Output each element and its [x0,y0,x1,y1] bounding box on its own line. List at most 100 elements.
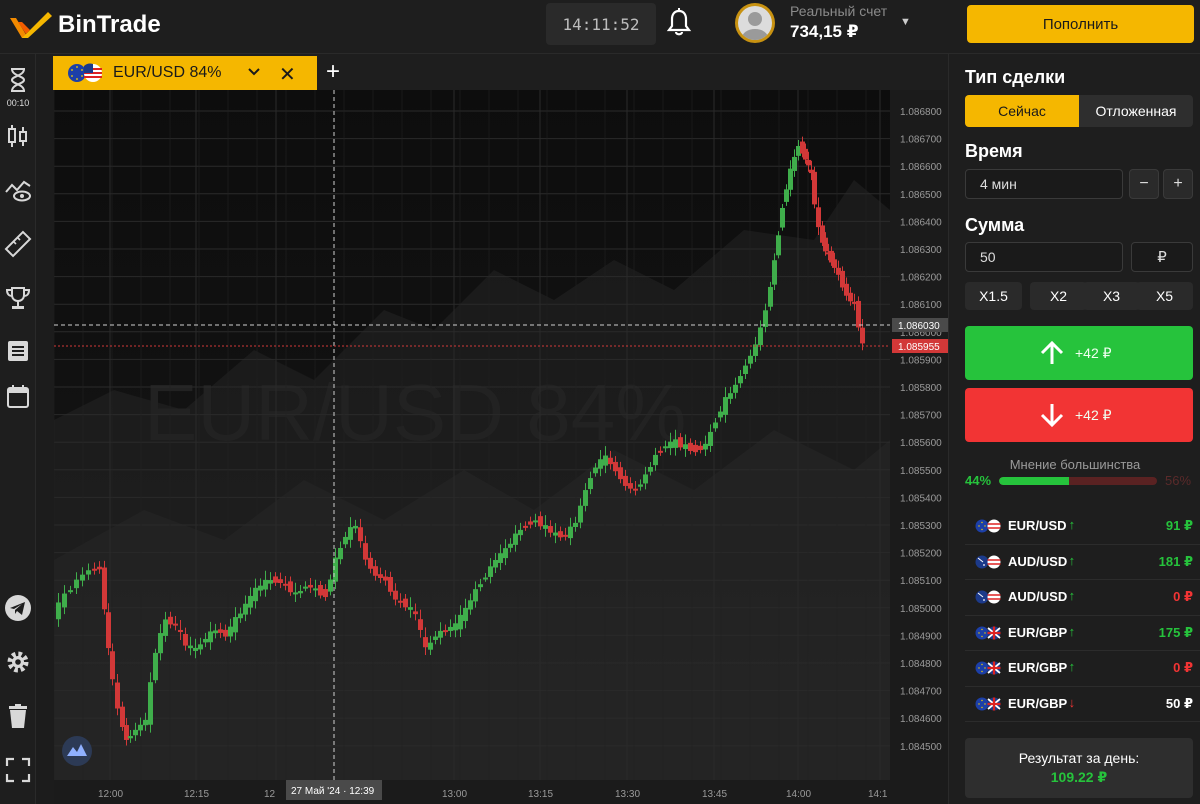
candle-body [183,634,188,646]
chevron-down-icon[interactable] [247,63,261,81]
trade-pair: EUR/GBP [1008,695,1068,711]
candle-body [658,450,663,453]
candle-body [513,533,518,545]
close-tab-icon[interactable]: ✕ [279,64,296,86]
candle-body [603,455,608,466]
indicator-eye-icon[interactable] [4,176,32,204]
trade-result: 50 ₽ [1165,695,1193,711]
trade-result: 181 ₽ [1158,553,1193,569]
candles [56,136,865,746]
candle-body [74,579,79,589]
candle-body [738,376,743,384]
mode-now-tab[interactable]: Сейчас [965,95,1079,127]
candle-body [548,526,553,533]
candle-body [188,645,193,649]
candle-body [393,590,398,600]
calendar-icon[interactable] [4,382,32,410]
candles-icon[interactable] [4,122,32,150]
candle-body [258,585,263,591]
currency-button[interactable]: ₽ [1131,242,1193,272]
account-type-label[interactable]: Реальный счет [790,3,888,19]
candle-body [173,623,178,626]
asset-tab[interactable]: EUR/USD 84% ✕ [53,56,317,90]
candle-body [826,252,831,255]
hourglass-icon[interactable] [4,66,32,94]
candle-body [840,270,845,288]
current-price-label: 1.085955 [898,342,940,353]
candle-body [403,598,408,608]
candle-body [233,617,238,633]
multiplier-x2-button[interactable]: X2 [1030,282,1087,310]
trade-row[interactable]: EUR/USD ↑ 91 ₽ [965,509,1200,545]
chart-logo-icon[interactable] [62,736,92,766]
gear-icon[interactable] [4,648,32,676]
duration-plus-button[interactable]: + [1163,169,1193,199]
list-icon[interactable] [4,337,32,365]
trade-row[interactable]: AUD/USD ↑ 181 ₽ [965,545,1200,580]
ruler-icon[interactable] [4,230,32,258]
candle-body [193,647,198,651]
majority-up-percent: 44% [965,473,992,488]
price-tick-label: 1.085900 [900,355,942,366]
left-sidebar: 00:10 [0,54,36,804]
multiplier-x1-5-button[interactable]: X1.5 [965,282,1022,310]
candle-body [483,577,488,580]
candle-body [703,443,708,450]
bell-icon[interactable] [666,8,692,38]
candle-body [238,613,243,619]
candle-body [133,729,138,736]
candle-body [398,600,403,603]
trade-row[interactable]: EUR/GBP ↓ 50 ₽ [965,687,1200,722]
caret-down-icon[interactable]: ▼ [900,16,911,28]
mode-pending-tab[interactable]: Отложенная [1095,103,1177,119]
account-balance[interactable]: 734,15 ₽ [790,22,859,41]
trade-row[interactable]: EUR/GBP ↑ 0 ₽ [965,651,1200,687]
candle-body [253,587,258,602]
candle-body [378,574,383,578]
trade-row[interactable]: AUD/USD ↑ 0 ₽ [965,580,1200,616]
price-tick-label: 1.086100 [900,300,942,311]
candle-body [283,583,288,586]
put-down-button[interactable]: +42 ₽ [965,388,1193,442]
trophy-icon[interactable] [4,284,32,312]
trash-icon[interactable] [4,702,32,730]
fullscreen-icon[interactable] [4,756,32,784]
candle-body [80,574,85,581]
amount-input[interactable]: 50 [965,242,1123,272]
candle-body [102,567,107,610]
candle-body [458,614,463,630]
candle-body [423,637,428,648]
top-bar: BinTrade 14:11:52 Реальный счет 734,15 ₽… [0,0,1200,54]
duration-input[interactable]: 4 мин [965,169,1123,199]
candle-body [493,560,498,568]
candle-body [443,630,448,633]
candle-body [563,534,568,537]
candle-body [248,595,253,608]
logo[interactable]: BinTrade [8,8,161,42]
arrow-down-icon: ↓ [1068,694,1076,710]
avatar[interactable] [735,3,775,43]
call-up-button[interactable]: +42 ₽ [965,326,1193,380]
candle-body [578,505,583,523]
chart-canvas[interactable]: EUR/USD 84% 1.0868001.0867001.0866001.08… [54,90,948,804]
price-chart[interactable]: EUR/USD 84% 1.086800 1.086700 1.086600 1.08… [54,90,948,804]
candle-body [688,442,693,451]
trade-row[interactable]: EUR/GBP ↑ 175 ₽ [965,616,1200,651]
multiplier-x3-button[interactable]: X3 [1083,282,1140,310]
duration-minus-button[interactable]: − [1129,169,1159,199]
price-tick-label: 1.086700 [900,135,942,146]
price-tick-label: 1.085300 [900,521,942,532]
telegram-icon[interactable] [4,594,32,622]
candle-body [812,171,817,205]
candle-body [198,644,203,650]
deposit-button[interactable]: Пополнить [967,5,1194,43]
candle-body [368,557,373,569]
multiplier-x5-button[interactable]: X5 [1136,282,1193,310]
price-tick-label: 1.085200 [900,549,942,560]
candle-body [776,235,781,256]
candle-body [723,397,728,415]
candle-body [743,365,748,374]
add-tab-button[interactable]: + [326,58,341,85]
candle-body [128,736,133,739]
